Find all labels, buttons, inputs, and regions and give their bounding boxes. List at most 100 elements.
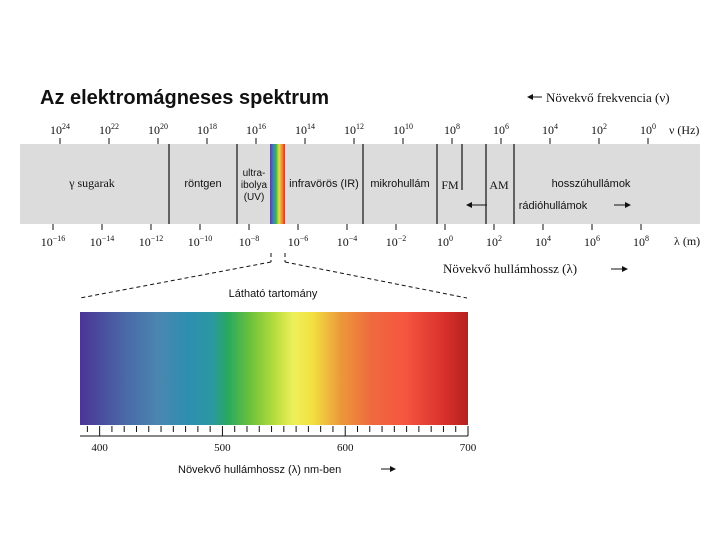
wavelength-tick-marks [52,224,642,230]
wavelength-caption: Növekvő hullámhossz (λ) [443,261,628,276]
left-arrow-icon [466,202,472,208]
visible-tick-marks [86,426,469,436]
frequency-tick-label: 108 [444,122,460,137]
band-dividers [168,144,515,224]
visible-spectrum-gradient [80,312,468,425]
radio-waves-label-group: rádióhullámok [466,200,631,212]
visible-caption-text: Növekvő hullámhossz (λ) nm-ben [178,464,341,476]
wavelength-tick-label-exponent: −6 [300,234,309,243]
frequency-tick-label-exponent: 24 [62,122,70,131]
band-microwave-label: mikrohullám [370,178,429,190]
frequency-axis-label: ν (Hz) [669,123,699,137]
wavelength-tick-label-exponent: 0 [449,234,453,243]
frequency-tick-label-base: 10 [640,123,652,137]
wavelength-tick-label: 102 [486,234,502,249]
right-arrow-icon [625,202,631,208]
wavelength-tick-label-base: 10 [288,235,300,249]
band-radio-label: rádióhullámok [519,200,588,212]
frequency-tick-label-exponent: 20 [160,122,168,131]
band-longwave-label: hosszúhullámok [552,178,631,190]
wavelength-tick-label-base: 10 [337,235,349,249]
frequency-tick-label-exponent: 10 [405,122,413,131]
band-ir-label: infravörös (IR) [289,178,359,190]
frequency-tick-label-exponent: 16 [258,122,266,131]
spectrum-band [20,144,700,224]
wavelength-tick-label-exponent: −4 [349,234,358,243]
frequency-tick-label: 1022 [99,122,119,137]
right-arrow-icon [390,466,396,472]
frequency-tick-label-exponent: 2 [603,122,607,131]
wavelength-tick-label-base: 10 [535,235,547,249]
wavelength-tick-label-base: 10 [633,235,645,249]
frequency-tick-label-base: 10 [50,123,62,137]
frequency-tick-label-base: 10 [99,123,111,137]
visible-tick-labels: 400 500 600 700 [91,442,476,454]
wavelength-tick-label: 106 [584,234,600,249]
wavelength-tick-label: 100 [437,234,453,249]
wavelength-caption-text: Növekvő hullámhossz (λ) [443,261,577,276]
visible-tick-label: 500 [214,442,231,454]
frequency-tick-label-exponent: 22 [111,122,119,131]
frequency-caption: Növekvő frekvencia (ν) [527,90,670,105]
wavelength-tick-label: 10−2 [386,234,407,249]
wavelength-tick-label-exponent: −10 [200,234,213,243]
wavelength-tick-label: 104 [535,234,551,249]
wavelength-tick-label-exponent: −14 [102,234,115,243]
frequency-tick-label: 102 [591,122,607,137]
frequency-tick-label-base: 10 [393,123,405,137]
band-am-label: AM [489,178,509,192]
frequency-tick-label-base: 10 [542,123,554,137]
wavelength-tick-label: 10−16 [41,234,66,249]
frequency-tick-label: 106 [493,122,509,137]
wavelength-tick-label: 10−6 [288,234,309,249]
frequency-tick-label-exponent: 4 [554,122,558,131]
wavelength-tick-label: 10−12 [139,234,164,249]
band-fm-label: FM [441,178,459,192]
wavelength-tick-labels: 10−16 10−14 10−12 10−10 10−8 10−6 10−4 10−2 100 1… [41,234,649,249]
wavelength-tick-label-base: 10 [188,235,200,249]
frequency-tick-label-exponent: 0 [652,122,656,131]
frequency-tick-label-base: 10 [444,123,456,137]
frequency-tick-label-base: 10 [493,123,505,137]
band-uv-label-line2: ibolya [241,180,268,191]
frequency-caption-text: Növekvő frekvencia (ν) [546,90,670,105]
frequency-tick-label: 1024 [50,122,70,137]
visible-tick-label: 400 [91,442,108,454]
wavelength-tick-label: 10−10 [188,234,213,249]
wavelength-tick-label-base: 10 [41,235,53,249]
frequency-tick-label: 1016 [246,122,266,137]
band-uv-label-line1: ultra- [243,168,266,179]
left-arrow-icon [527,94,533,100]
frequency-tick-label: 1010 [393,122,413,137]
wavelength-tick-label: 108 [633,234,649,249]
frequency-tick-label: 1012 [344,122,364,137]
visible-tick-label: 700 [460,442,477,454]
right-arrow-icon [622,266,628,272]
frequency-tick-label-base: 10 [344,123,356,137]
wavelength-tick-label-base: 10 [437,235,449,249]
frequency-tick-label: 100 [640,122,656,137]
wavelength-tick-label-exponent: 8 [645,234,649,243]
frequency-tick-label-base: 10 [591,123,603,137]
frequency-tick-label: 1018 [197,122,217,137]
wavelength-tick-label-base: 10 [90,235,102,249]
frequency-tick-label-base: 10 [148,123,160,137]
wavelength-tick-label-base: 10 [584,235,596,249]
frequency-tick-label: 104 [542,122,558,137]
visible-tick-label: 600 [337,442,354,454]
visible-strip [270,144,285,224]
wavelength-tick-label-exponent: 2 [498,234,502,243]
frequency-tick-label-exponent: 18 [209,122,217,131]
wavelength-tick-label-exponent: −16 [53,234,66,243]
wavelength-tick-label-exponent: 6 [596,234,600,243]
frequency-tick-label: 1020 [148,122,168,137]
band-gamma-label: γ sugarak [68,176,115,190]
frequency-tick-label-exponent: 6 [505,122,509,131]
wavelength-tick-label: 10−14 [90,234,115,249]
band-xray-label: röntgen [184,178,221,190]
frequency-tick-marks [59,138,649,144]
wavelength-tick-label-base: 10 [239,235,251,249]
frequency-tick-label-exponent: 14 [307,122,315,131]
visible-caption: Növekvő hullámhossz (λ) nm-ben [178,464,396,476]
